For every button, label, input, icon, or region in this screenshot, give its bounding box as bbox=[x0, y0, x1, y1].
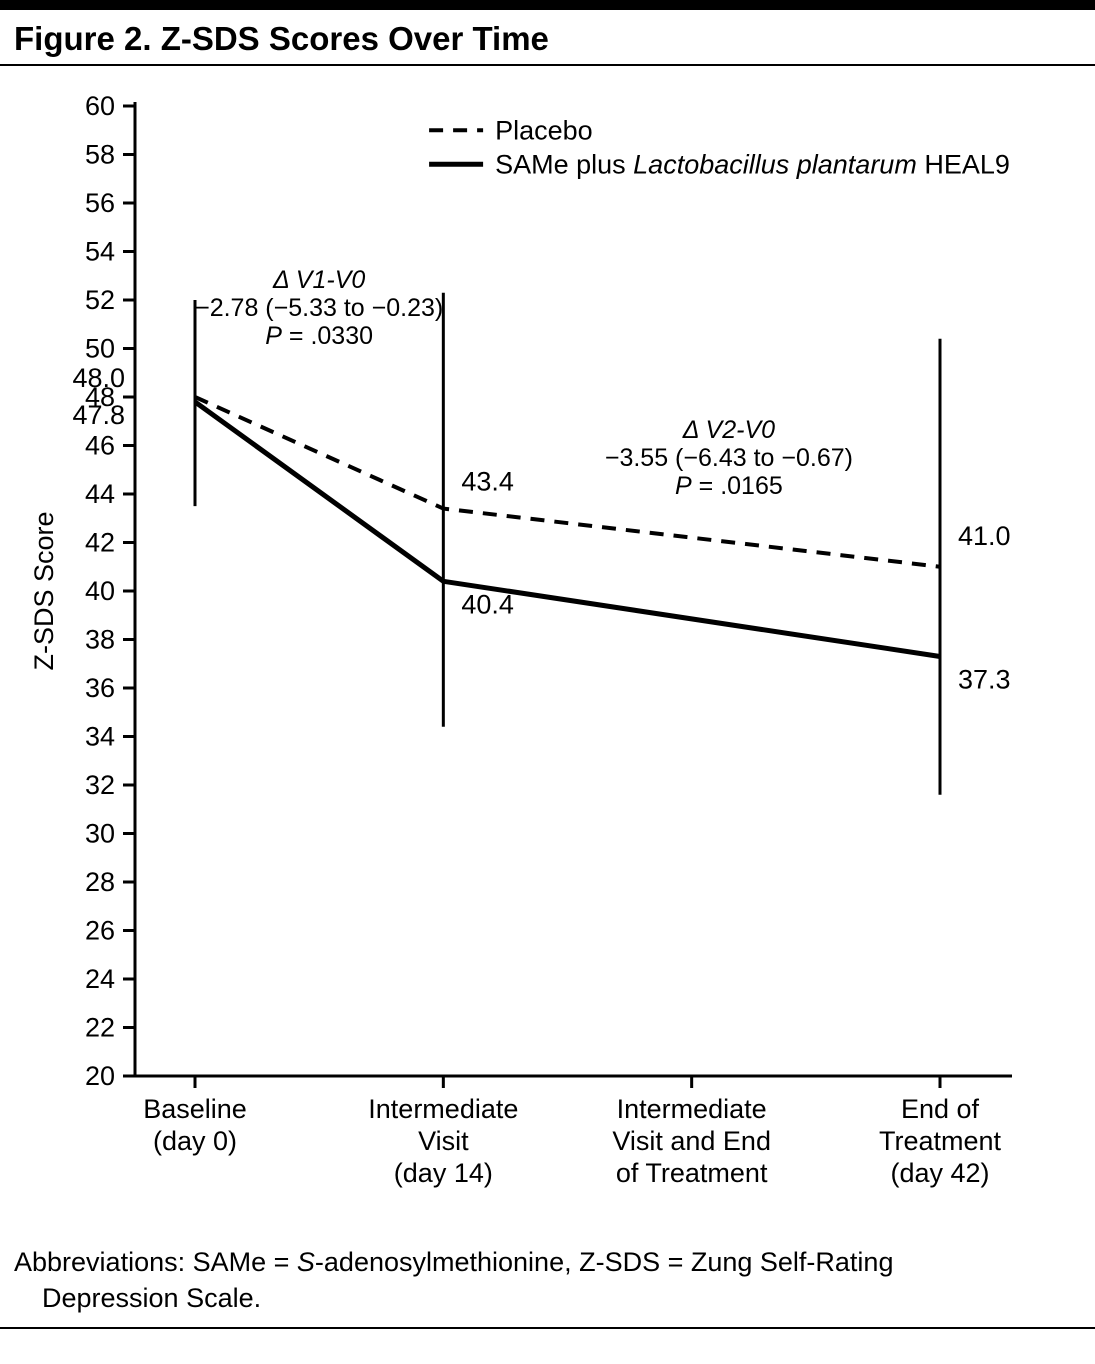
y-tick-label: 26 bbox=[85, 916, 115, 946]
y-tick-label: 40 bbox=[85, 576, 115, 606]
x-tick-label: IntermediateVisit and Endof Treatment bbox=[612, 1094, 771, 1188]
x-tick-label: Baseline(day 0) bbox=[143, 1094, 247, 1156]
y-tick-label: 38 bbox=[85, 625, 115, 655]
point-label: 48.0 bbox=[72, 363, 125, 393]
legend-label-placebo: Placebo bbox=[495, 115, 593, 145]
y-tick-label: 22 bbox=[85, 1013, 115, 1043]
point-label: 37.3 bbox=[958, 664, 1011, 694]
x-tick-label: End ofTreatment(day 42) bbox=[879, 1094, 1002, 1188]
point-label: 47.8 bbox=[72, 400, 125, 430]
figure-title: Figure 2. Z-SDS Scores Over Time bbox=[0, 10, 1095, 66]
figure-top-bar bbox=[0, 0, 1095, 10]
chart-area: 2022242628303234363840424446485052545658… bbox=[0, 66, 1095, 1236]
point-label: 41.0 bbox=[958, 521, 1011, 551]
y-tick-label: 44 bbox=[85, 479, 115, 509]
figure-footnote: Abbreviations: SAMe = S-adenosylmethioni… bbox=[0, 1236, 1095, 1329]
y-tick-label: 30 bbox=[85, 819, 115, 849]
y-tick-label: 54 bbox=[85, 237, 115, 267]
y-tick-label: 50 bbox=[85, 334, 115, 364]
point-label: 43.4 bbox=[461, 467, 514, 497]
y-tick-label: 46 bbox=[85, 431, 115, 461]
y-tick-label: 36 bbox=[85, 673, 115, 703]
footnote-text-1a: Abbreviations: SAMe = bbox=[14, 1247, 297, 1277]
annotation-1: Δ V2-V0−3.55 (−6.43 to −0.67)P = .0165 bbox=[605, 416, 853, 500]
y-axis-label: Z-SDS Score bbox=[29, 511, 59, 670]
footnote-text-1b: S bbox=[297, 1247, 315, 1277]
y-tick-label: 20 bbox=[85, 1061, 115, 1091]
y-tick-label: 56 bbox=[85, 188, 115, 218]
x-tick-label: IntermediateVisit(day 14) bbox=[368, 1094, 518, 1188]
y-tick-label: 32 bbox=[85, 770, 115, 800]
y-tick-label: 52 bbox=[85, 285, 115, 315]
legend-label-same: SAMe plus Lactobacillus plantarum HEAL9 bbox=[495, 149, 1010, 179]
y-tick-label: 42 bbox=[85, 528, 115, 558]
y-tick-label: 34 bbox=[85, 722, 115, 752]
point-label: 40.4 bbox=[461, 589, 514, 619]
y-tick-label: 60 bbox=[85, 91, 115, 121]
footnote-text-1c: -adenosylmethionine, Z-SDS = Zung Self-R… bbox=[315, 1247, 894, 1277]
y-tick-label: 28 bbox=[85, 867, 115, 897]
footnote-text-2: Depression Scale. bbox=[14, 1280, 1081, 1316]
annotation-0: Δ V1-V0−2.78 (−5.33 to −0.23)P = .0330 bbox=[195, 266, 443, 350]
figure-container: Figure 2. Z-SDS Scores Over Time 20 22 24 2… bbox=[0, 0, 1095, 1329]
chart-svg: 2022242628303234363840424446485052545658… bbox=[0, 66, 1095, 1236]
y-tick-label: 58 bbox=[85, 140, 115, 170]
series-line-1 bbox=[195, 402, 940, 657]
y-tick-label: 24 bbox=[85, 964, 115, 994]
